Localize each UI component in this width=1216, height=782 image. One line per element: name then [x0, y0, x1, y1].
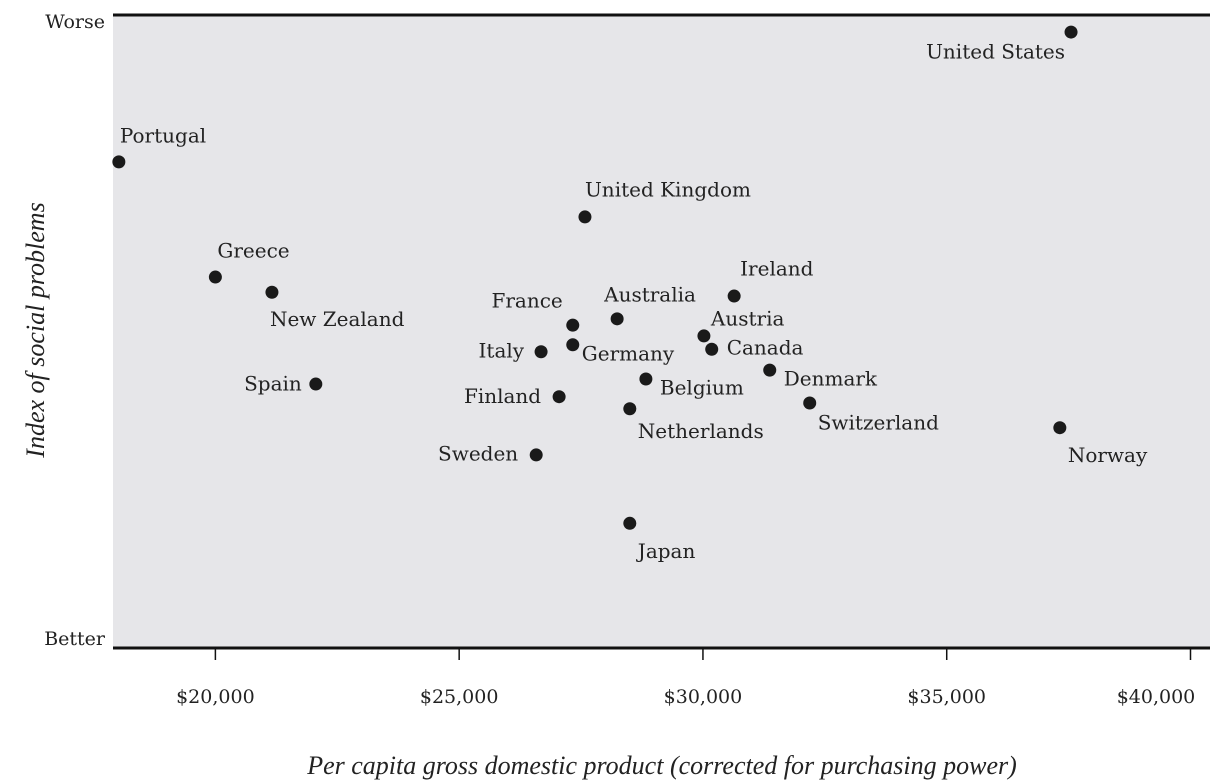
y-tick-label: Better — [44, 628, 106, 650]
point — [552, 390, 566, 404]
point-label: Japan — [636, 539, 696, 563]
point-label: Switzerland — [818, 411, 939, 435]
point-label: Ireland — [740, 257, 813, 281]
point-label: United Kingdom — [585, 177, 751, 201]
point-label: Spain — [244, 372, 302, 396]
point — [309, 377, 323, 391]
y-axis-label: Index of social problems — [21, 202, 50, 458]
point-label: Sweden — [438, 441, 518, 465]
point — [578, 210, 592, 224]
point — [610, 312, 624, 326]
point-label: Norway — [1068, 443, 1148, 467]
x-tick-label: $40,000 — [1117, 686, 1196, 708]
point — [112, 155, 126, 169]
x-tick-label: $25,000 — [420, 686, 499, 708]
x-tick-label: $20,000 — [176, 686, 255, 708]
x-axis-label: Per capita gross domestic product (corre… — [306, 751, 1017, 780]
point-label: Australia — [603, 282, 696, 306]
point-label: Austria — [710, 306, 785, 330]
point — [803, 396, 817, 410]
point-label: Italy — [479, 338, 525, 362]
point — [265, 285, 279, 299]
point — [639, 372, 653, 386]
point — [1064, 25, 1078, 39]
point — [1053, 421, 1067, 435]
point-label: France — [491, 289, 562, 313]
point-label: Netherlands — [638, 419, 764, 443]
point-label: Canada — [727, 336, 804, 360]
point — [534, 345, 548, 359]
point — [566, 338, 580, 352]
point-label: Greece — [217, 239, 289, 263]
point-label: Germany — [582, 341, 675, 365]
point — [566, 318, 580, 332]
point-label: Belgium — [660, 375, 744, 399]
point — [208, 270, 222, 284]
point-label: Denmark — [784, 367, 878, 391]
y-tick-label: Worse — [45, 11, 105, 33]
point — [705, 342, 719, 356]
point-label: United States — [926, 40, 1065, 64]
point-label: Finland — [464, 384, 541, 408]
point-label: Portugal — [120, 123, 206, 147]
point — [623, 516, 637, 530]
x-tick-label: $35,000 — [907, 686, 986, 708]
point-label: New Zealand — [270, 307, 405, 331]
point — [623, 402, 637, 416]
point — [697, 329, 711, 343]
point — [529, 448, 543, 462]
point — [727, 289, 741, 303]
plot-background — [113, 15, 1210, 648]
point — [763, 363, 777, 377]
x-tick-label: $30,000 — [664, 686, 743, 708]
